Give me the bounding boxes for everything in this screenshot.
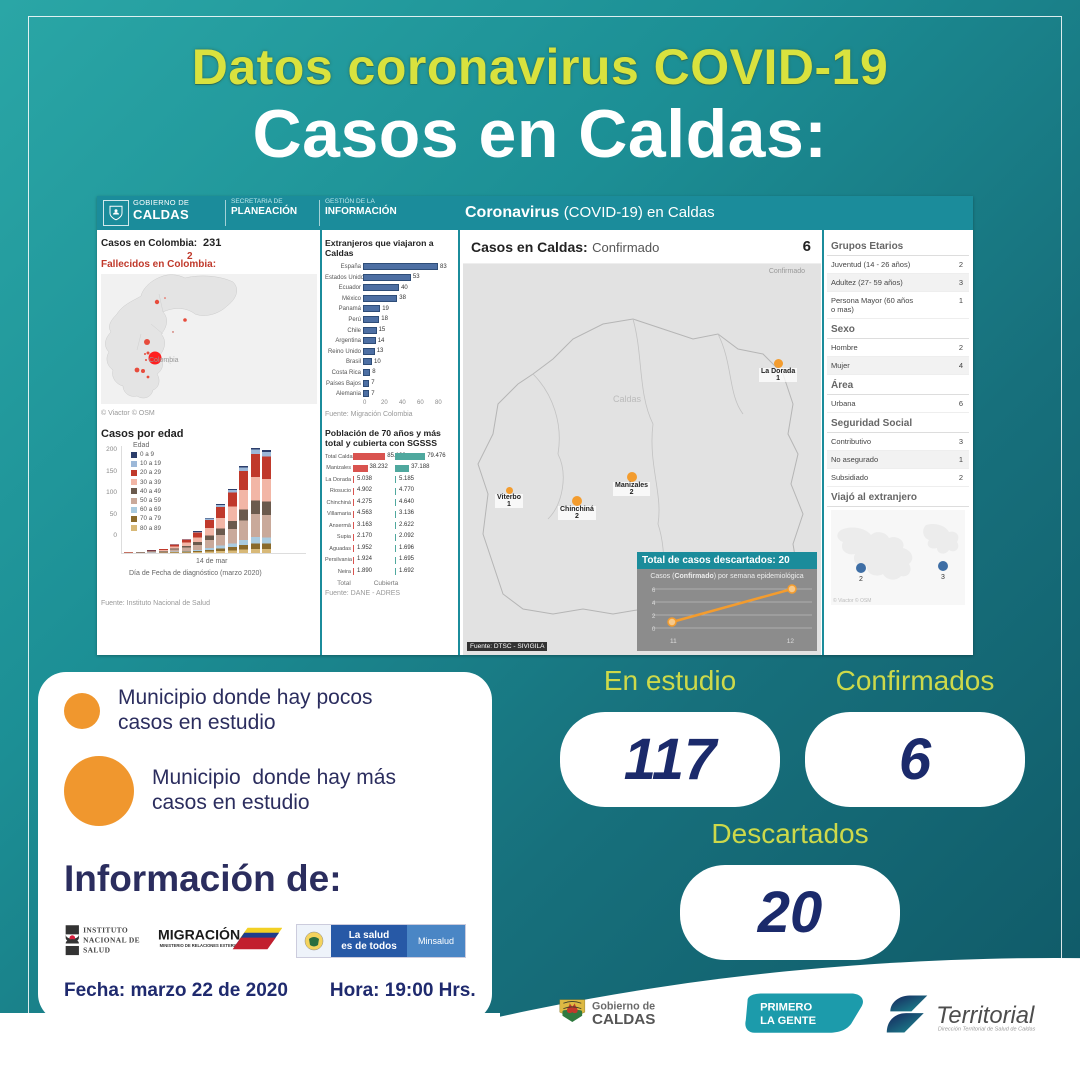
svg-text:CALDAS: CALDAS [592,1011,655,1028]
svg-text:MIGRACIÓN: MIGRACIÓN [158,925,240,942]
svg-text:Colombia: Colombia [149,357,179,364]
svg-text:LA GENTE: LA GENTE [760,1015,816,1027]
svg-text:Dirección Territorial de Salud: Dirección Territorial de Salud de Caldas [938,1027,1036,1033]
svg-text:PRIMERO: PRIMERO [760,1001,812,1013]
svg-text:2: 2 [859,576,863,583]
svg-text:Territorial: Territorial [936,1002,1035,1029]
svg-text:INSTITUTO: INSTITUTO [83,925,128,934]
svg-text:3: 3 [941,574,945,581]
